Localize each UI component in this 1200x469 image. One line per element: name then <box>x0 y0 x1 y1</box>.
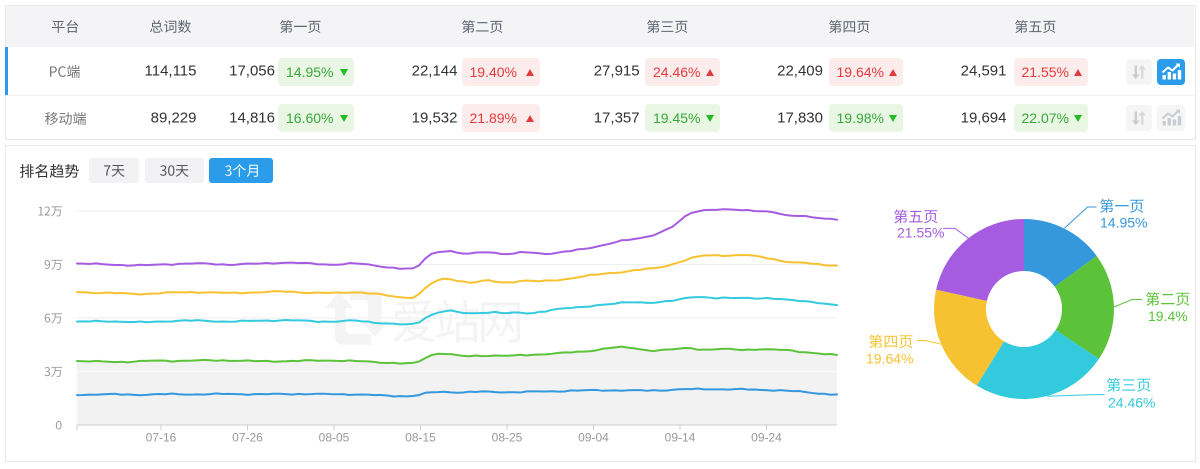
svg-text:08-25: 08-25 <box>492 431 523 445</box>
svg-text:19.4%: 19.4% <box>1148 308 1188 324</box>
svg-text:14.95%: 14.95% <box>1100 215 1147 231</box>
svg-text:09-04: 09-04 <box>578 431 609 445</box>
svg-text:09-14: 09-14 <box>665 431 696 445</box>
svg-text:07-26: 07-26 <box>232 431 263 445</box>
svg-text:08-05: 08-05 <box>319 431 350 445</box>
svg-text:0: 0 <box>55 419 62 433</box>
svg-text:19.64%: 19.64% <box>866 351 913 367</box>
svg-text:09-24: 09-24 <box>751 431 782 445</box>
svg-text:07-16: 07-16 <box>146 431 177 445</box>
svg-text:24.46%: 24.46% <box>1108 395 1155 411</box>
svg-text:08-15: 08-15 <box>405 431 436 445</box>
svg-text:21.55%: 21.55% <box>897 225 944 241</box>
